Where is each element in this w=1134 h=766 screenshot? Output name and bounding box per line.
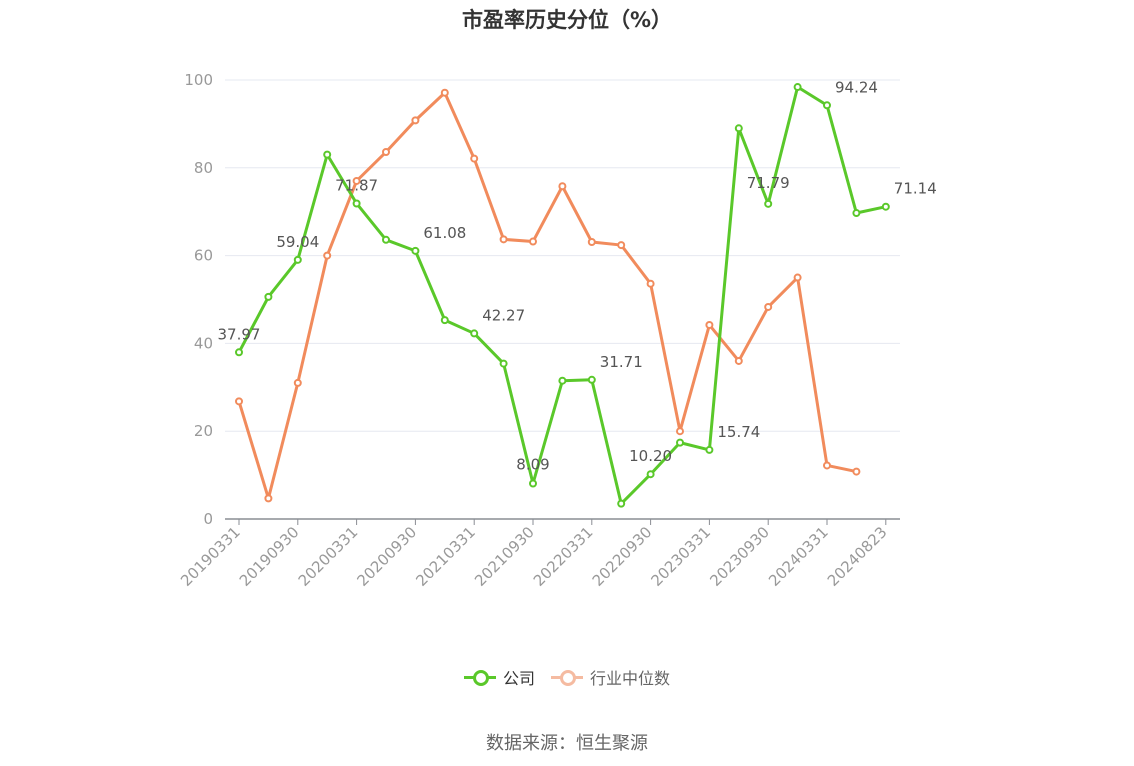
y-tick-label: 80 [194,159,213,177]
legend-industry-line-icon [551,667,583,687]
data-labels: 37.97 59.04 71.87 61.08 42.27 8.09 31.71 10.20 1… [218,78,937,473]
company-data-point[interactable] [676,438,684,447]
industry-median-data-point[interactable] [646,279,655,288]
industry-median-data-point[interactable] [852,467,861,476]
company-data-label: 59.04 [276,233,319,251]
company-data-point[interactable] [881,202,890,211]
industry-median-data-point[interactable] [705,320,714,329]
company-data-label: 15.74 [717,423,760,441]
company-data-point[interactable] [264,292,273,301]
y-tick-label: 0 [203,510,213,528]
y-tick-label: 100 [184,71,213,89]
x-tick-label: 20240331 [765,523,832,590]
legend-item-company[interactable]: 公司 [464,664,535,690]
industry-median-data-point[interactable] [823,461,831,470]
data-source-note: 数据来源：恒生聚源 [486,733,648,754]
company-series-line [237,85,887,506]
industry-median-data-point[interactable] [235,397,243,406]
grid-lines [225,79,900,432]
line-chart: 0 20 40 60 80 100 2019033120190930202003312020… [177,71,937,590]
y-tick-label: 60 [194,247,213,265]
industry-median-data-point[interactable] [293,378,302,387]
industry-median-data-point[interactable] [440,88,449,97]
company-data-point[interactable] [440,316,449,325]
company-data-label: 71.79 [747,174,790,192]
industry-median-data-point[interactable] [587,237,596,246]
industry-median-data-point[interactable] [764,302,773,311]
company-data-label: 42.27 [482,306,525,324]
x-tick-label: 20230331 [648,523,715,590]
company-data-point[interactable] [323,150,332,159]
industry-median-data-point[interactable] [617,241,626,250]
x-tick-label: 20240823 [824,523,891,590]
company-data-point[interactable] [617,499,626,508]
company-data-point[interactable] [382,235,390,244]
x-tick-label: 20190331 [177,523,244,590]
y-tick-label: 40 [194,334,213,352]
company-data-point[interactable] [499,359,508,368]
company-data-point[interactable] [558,376,567,385]
company-data-point[interactable] [293,255,302,264]
industry-median-data-point[interactable] [499,235,508,244]
x-tick-label: 20230930 [706,523,773,590]
company-data-label: 8.09 [516,455,549,473]
company-data-label: 94.24 [835,78,878,96]
company-data-point[interactable] [235,348,243,357]
series-points [235,83,890,508]
company-data-point[interactable] [587,375,596,384]
industry-median-data-point[interactable] [382,147,390,156]
company-data-point[interactable] [646,470,655,479]
company-data-point[interactable] [793,83,802,92]
x-tick-label: 20210930 [471,523,538,590]
company-data-label: 37.97 [218,325,261,343]
company-data-label: 71.14 [894,180,937,198]
x-tick-label: 20200930 [354,523,421,590]
industry-median-data-point[interactable] [734,356,743,365]
axes: 0 20 40 60 80 100 2019033120190930202003312020… [177,71,900,590]
industry-median-series-line [237,91,857,500]
industry-median-data-point[interactable] [529,237,537,246]
x-tick-label: 20190930 [236,523,303,590]
company-data-point[interactable] [470,329,479,338]
chart-title: 市盈率历史分位（%） [461,8,673,32]
legend-company-line-icon [464,667,496,687]
legend-company-label: 公司 [503,669,536,688]
company-data-label: 61.08 [423,224,466,242]
legend-industry-label: 行业中位数 [590,669,671,688]
legend-item-industry-median[interactable]: 行业中位数 [551,664,670,690]
x-tick-label: 20210331 [412,523,479,590]
company-data-point[interactable] [823,101,831,110]
industry-median-data-point[interactable] [264,494,273,503]
industry-median-data-point[interactable] [323,251,332,260]
company-data-point[interactable] [705,445,714,454]
industry-median-data-point[interactable] [558,182,567,191]
x-tick-label: 20220331 [530,523,597,590]
company-data-point[interactable] [352,199,361,208]
company-data-point[interactable] [764,199,773,208]
industry-median-data-point[interactable] [470,154,479,163]
industry-median-data-point[interactable] [411,116,420,125]
company-data-point[interactable] [529,479,537,488]
x-tick-label: 20200331 [295,523,362,590]
industry-median-data-point[interactable] [352,176,361,185]
x-tick-label: 20220930 [589,523,656,590]
industry-median-data-point[interactable] [676,427,684,436]
company-data-label: 10.20 [629,447,672,465]
industry-median-data-point[interactable] [793,273,802,282]
company-data-point[interactable] [734,124,743,133]
company-data-label: 31.71 [600,353,643,371]
company-data-point[interactable] [852,209,861,218]
series-lines [237,85,887,506]
y-tick-label: 20 [194,422,213,440]
company-data-point[interactable] [411,246,420,255]
company-data-label: 71.87 [335,176,378,194]
